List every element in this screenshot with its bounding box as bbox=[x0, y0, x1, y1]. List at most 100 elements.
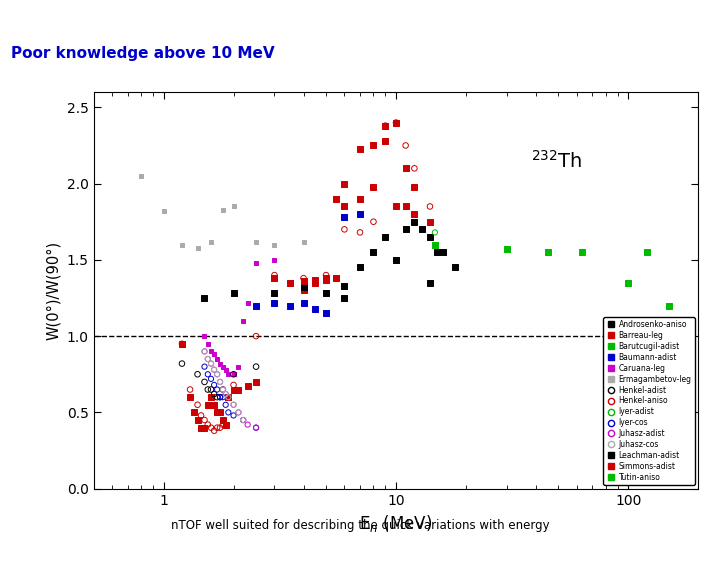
Point bbox=[228, 369, 239, 379]
Point bbox=[298, 277, 310, 286]
Point bbox=[222, 369, 234, 379]
Point bbox=[338, 281, 350, 291]
Point bbox=[338, 202, 350, 211]
Point bbox=[269, 255, 280, 265]
Point bbox=[188, 408, 199, 417]
Point bbox=[269, 273, 280, 283]
Point bbox=[208, 400, 220, 409]
Text: L. Tassan-Got & the TOF collaboration: L. Tassan-Got & the TOF collaboration bbox=[7, 555, 217, 565]
Text: $^{232}$Th: $^{232}$Th bbox=[531, 150, 582, 171]
Point bbox=[251, 378, 262, 387]
Point bbox=[228, 400, 239, 409]
Point bbox=[298, 237, 310, 246]
Point bbox=[310, 304, 321, 313]
Point bbox=[354, 228, 366, 237]
Point bbox=[199, 378, 210, 387]
Point bbox=[576, 248, 588, 257]
Point bbox=[269, 273, 280, 283]
Point bbox=[228, 400, 239, 409]
Point bbox=[228, 385, 239, 394]
Text: Angular distributions in the neutron-induced fission of actinides (extension): Angular distributions in the neutron-ind… bbox=[6, 13, 511, 26]
Point bbox=[379, 136, 391, 145]
Legend: Androsenko-aniso, Barreau-leg, Barutcugil-adist, Baumann-adist, Caruana-leg, Erm: Androsenko-aniso, Barreau-leg, Barutcugi… bbox=[603, 317, 695, 485]
Point bbox=[368, 141, 379, 150]
Point bbox=[202, 385, 214, 394]
Point bbox=[320, 309, 332, 318]
Point bbox=[238, 316, 249, 325]
Point bbox=[215, 378, 226, 387]
Point bbox=[424, 202, 436, 211]
Point bbox=[199, 362, 210, 371]
Point bbox=[176, 339, 188, 349]
Point bbox=[202, 369, 214, 379]
Text: INTC 23/06/2010: INTC 23/06/2010 bbox=[620, 555, 713, 565]
Point bbox=[222, 393, 234, 402]
Point bbox=[202, 354, 214, 364]
Point bbox=[217, 415, 229, 424]
Point bbox=[217, 362, 229, 371]
Point bbox=[199, 294, 210, 303]
Point bbox=[212, 369, 223, 379]
Point bbox=[310, 275, 321, 284]
Point bbox=[228, 289, 239, 298]
Point bbox=[184, 385, 196, 394]
Point bbox=[192, 415, 203, 424]
Point bbox=[205, 347, 217, 356]
Point bbox=[217, 385, 229, 394]
Point bbox=[242, 298, 253, 307]
Point bbox=[220, 365, 231, 375]
Point bbox=[217, 205, 229, 214]
Point bbox=[338, 179, 350, 188]
Point bbox=[220, 400, 231, 409]
Point bbox=[212, 408, 223, 417]
Point bbox=[217, 420, 229, 429]
Point bbox=[641, 248, 652, 257]
Point bbox=[217, 393, 229, 402]
Point bbox=[269, 289, 280, 298]
Point bbox=[212, 423, 223, 433]
Point bbox=[409, 217, 420, 226]
Text: nTOF well suited for describing the quick variations with energy: nTOF well suited for describing the quic… bbox=[171, 519, 549, 532]
Point bbox=[220, 390, 231, 399]
Point bbox=[338, 212, 350, 222]
Point bbox=[269, 240, 280, 249]
Point bbox=[205, 393, 217, 402]
Point bbox=[269, 270, 280, 280]
Point bbox=[208, 350, 220, 359]
Point bbox=[176, 359, 188, 368]
Point bbox=[354, 194, 366, 203]
Point bbox=[202, 354, 214, 364]
Point bbox=[354, 263, 366, 272]
Point bbox=[208, 380, 220, 390]
Point bbox=[320, 273, 332, 283]
Point bbox=[205, 359, 217, 368]
Point bbox=[338, 225, 350, 234]
Point bbox=[400, 225, 411, 234]
Point bbox=[298, 298, 310, 307]
X-axis label: E$_n$ (MeV): E$_n$ (MeV) bbox=[359, 513, 433, 534]
Point bbox=[192, 400, 203, 409]
Point bbox=[379, 121, 391, 130]
Point bbox=[298, 286, 310, 295]
Point bbox=[390, 202, 402, 211]
Point bbox=[354, 210, 366, 219]
Point bbox=[664, 301, 675, 310]
Point bbox=[195, 423, 207, 433]
Point bbox=[242, 382, 253, 391]
Point bbox=[623, 278, 634, 287]
Point bbox=[135, 171, 147, 181]
Point bbox=[368, 182, 379, 191]
Point bbox=[298, 273, 310, 283]
Point bbox=[424, 232, 436, 241]
Point bbox=[192, 369, 203, 379]
Point bbox=[220, 420, 231, 429]
Point bbox=[195, 411, 207, 420]
Point bbox=[192, 243, 203, 252]
Point bbox=[409, 210, 420, 219]
Point bbox=[330, 194, 341, 203]
Point bbox=[354, 144, 366, 153]
Point bbox=[199, 415, 210, 424]
Point bbox=[217, 385, 229, 394]
Point bbox=[542, 248, 554, 257]
Point bbox=[320, 289, 332, 298]
